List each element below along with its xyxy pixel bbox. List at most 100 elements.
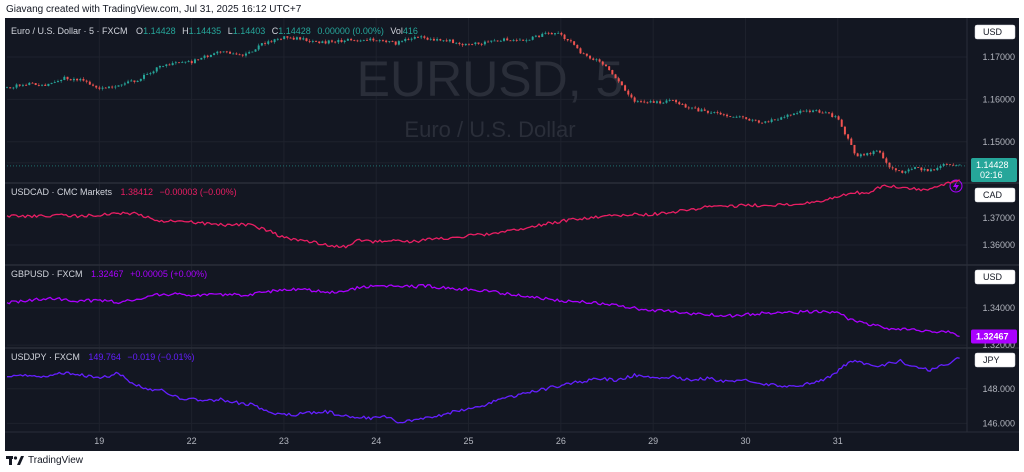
legend-gbpusd-value: 1.32467 [91,269,124,279]
eurusd-candle [751,119,754,121]
chart-area[interactable]: EURUSD, 5 Euro / U.S. Dollar 1.145001.15… [5,18,1019,451]
eurusd-candle [866,153,869,156]
eurusd-candle [404,38,407,41]
legend-eurusd[interactable]: Euro / U.S. Dollar · 5 · FXCM O1.14428 H… [11,26,418,36]
eurusd-candle [254,49,257,52]
eurusd-candle [853,144,856,154]
usdcad-line [6,179,960,249]
eurusd-candle [244,53,247,56]
eurusd-candle [410,38,413,40]
eurusd-candle [343,40,346,43]
eurusd-candle [283,36,286,40]
eurusd-candle [436,39,439,41]
eurusd-candle [174,62,177,64]
legend-c-label: C [272,26,279,36]
watermark-symbol: EURUSD, 5 [357,51,624,107]
eurusd-candle [79,78,82,81]
eurusd-candle [381,40,384,42]
eurusd-candle [413,37,416,39]
eurusd-candle [458,42,461,45]
eurusd-candle [334,41,337,43]
eurusd-candle [28,82,31,86]
gbpusd-ytick-label: 1.34000 [982,303,1015,313]
eurusd-candle [168,64,171,66]
eurusd-candle [630,94,633,98]
eurusd-candle [898,170,901,172]
eurusd-candle [748,118,751,121]
eurusd-candle [735,116,738,118]
legend-usdcad[interactable]: USDCAD · CMC Markets 1.38412 −0.00003 (−… [11,187,237,197]
eurusd-candle [270,41,273,43]
eurusd-candle [41,84,44,86]
eurusd-candle [142,74,145,79]
eurusd-candle [346,38,349,41]
eurusd-candle [910,168,913,170]
eurusd-candle [652,101,655,103]
gbpusd-last-price-label: 1.32467 [976,331,1009,341]
eurusd-candle [761,122,764,124]
eurusd-candle [324,41,327,44]
footer-brand: TradingView [28,455,84,466]
eurusd-candle [197,59,200,61]
legend-gbpusd-symbol: GBPUSD · FXCM [11,269,83,279]
eurusd-candle [569,40,572,42]
eurusd-candle [190,61,193,64]
price-axis[interactable]: 1.145001.150001.160001.17000USD1.1442802… [971,24,1017,428]
eurusd-candle [700,109,703,112]
eurusd-candle [547,32,550,34]
eurusd-candle [690,107,693,109]
eurusd-candle [171,63,174,66]
eurusd-candle [426,37,429,40]
eurusd-candle [442,40,445,42]
eurusd-candle [557,32,560,34]
eurusd-candle [777,119,780,121]
usdcad-ytick-label: 1.37000 [982,213,1015,223]
eurusd-candle [432,38,435,41]
eurusd-candle [279,38,282,40]
eurusd-candle [31,82,34,84]
eurusd-candle [416,37,419,38]
eurusd-candle [878,150,881,153]
eurusd-candle [493,40,496,42]
eurusd-candle [181,62,184,63]
eurusd-candle [891,167,894,169]
eurusd-candle [608,66,611,71]
eurusd-candle [716,112,719,113]
eurusd-candle [480,43,483,45]
eurusd-candle [687,107,690,109]
eurusd-candle [490,40,493,42]
xtick-label-26: 26 [556,436,566,446]
time-axis[interactable]: 19 22 23 24 25 26 29 30 31 [94,436,842,446]
eurusd-candle [872,151,875,155]
eurusd-candle [847,134,850,139]
eurusd-candle [665,100,668,103]
eurusd-candle [44,84,47,86]
eurusd-candle [745,117,748,119]
eurusd-candle [901,170,904,173]
eurusd-candle [165,64,168,67]
eurusd-candle [955,165,958,166]
eurusd-candle [633,97,636,102]
eurusd-candle [945,164,948,165]
eurusd-candle [684,104,687,108]
eurusd-candle [834,116,837,118]
eurusd-candle [385,40,388,43]
eurusd-candle [257,45,260,50]
eurusd-candle [187,61,190,62]
eurusd-candle [401,40,404,42]
eurusd-candle [88,81,91,85]
footer: TradingView [6,455,83,466]
eurusd-candle [920,167,923,171]
eurusd-candle [595,59,598,61]
eurusd-candle [372,38,375,41]
eurusd-candle [764,121,767,123]
legend-gbpusd[interactable]: GBPUSD · FXCM 1.32467 +0.00005 (+0.00%) [11,269,207,279]
eurusd-candle [773,119,776,121]
legend-usdjpy[interactable]: USDJPY · FXCM 149.764 −0.019 (−0.01%) [11,352,194,362]
eurusd-candle [467,43,470,45]
eurusd-ytick-label: 1.16000 [982,94,1015,104]
gbpusd-currency-badge [974,269,1016,285]
eurusd-candle [63,76,66,80]
eurusd-candle [53,82,56,83]
eurusd-candle [206,55,209,57]
